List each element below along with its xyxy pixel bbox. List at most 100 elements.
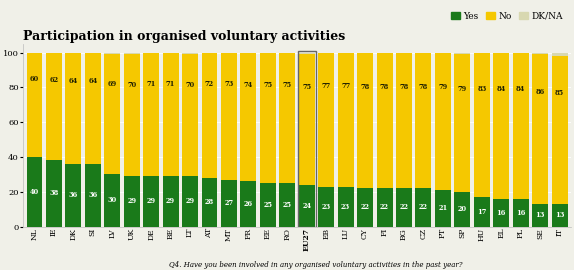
Bar — [297, 51, 316, 227]
Bar — [85, 53, 101, 164]
Text: 74: 74 — [244, 81, 253, 89]
Text: 70: 70 — [185, 81, 195, 89]
Bar — [201, 53, 218, 178]
Bar — [338, 53, 354, 187]
Bar — [455, 53, 470, 55]
Text: 71: 71 — [166, 80, 175, 87]
Bar — [221, 180, 237, 227]
Bar — [104, 174, 120, 227]
Bar — [455, 55, 470, 192]
Bar — [182, 53, 198, 55]
Bar — [162, 53, 179, 176]
Text: 13: 13 — [555, 211, 564, 219]
Text: 22: 22 — [419, 203, 428, 211]
Bar — [532, 53, 548, 55]
Text: 78: 78 — [380, 83, 389, 91]
Bar — [104, 55, 120, 174]
Text: 30: 30 — [108, 197, 117, 204]
Text: 70: 70 — [127, 81, 136, 89]
Text: 64: 64 — [69, 76, 78, 85]
Bar — [124, 55, 139, 176]
Text: 75: 75 — [302, 83, 311, 91]
Text: 78: 78 — [419, 83, 428, 91]
Text: 60: 60 — [30, 75, 39, 83]
Text: 17: 17 — [477, 208, 486, 216]
Bar — [416, 188, 432, 227]
Text: 29: 29 — [146, 197, 156, 205]
Bar — [318, 187, 334, 227]
Bar — [260, 53, 276, 183]
Bar — [65, 53, 82, 164]
Text: 75: 75 — [263, 81, 273, 89]
Bar — [474, 53, 490, 197]
Text: 40: 40 — [30, 188, 39, 196]
Bar — [26, 157, 42, 227]
Text: 22: 22 — [360, 203, 370, 211]
Bar — [280, 183, 295, 227]
Text: 75: 75 — [283, 81, 292, 89]
Bar — [377, 53, 393, 188]
Text: 79: 79 — [438, 83, 448, 91]
Text: Participation in organised voluntary activities: Participation in organised voluntary act… — [23, 30, 345, 43]
Bar — [162, 176, 179, 227]
Bar — [65, 164, 82, 227]
Text: 29: 29 — [185, 197, 195, 205]
Bar — [182, 176, 198, 227]
Bar — [338, 187, 354, 227]
Legend: Yes, No, DK/NA: Yes, No, DK/NA — [447, 8, 567, 25]
Text: 77: 77 — [321, 82, 331, 90]
Text: 25: 25 — [283, 201, 292, 209]
Text: 78: 78 — [360, 83, 370, 91]
Text: 83: 83 — [477, 85, 486, 93]
Text: 72: 72 — [205, 80, 214, 88]
Bar — [26, 53, 42, 157]
Bar — [552, 56, 568, 204]
Bar — [241, 181, 257, 227]
Text: 16: 16 — [497, 209, 506, 217]
Text: 84: 84 — [516, 85, 525, 93]
Bar — [124, 176, 139, 227]
Text: 38: 38 — [49, 190, 59, 197]
Text: 27: 27 — [224, 199, 234, 207]
Text: 36: 36 — [69, 191, 78, 199]
Text: 62: 62 — [49, 76, 59, 84]
Bar — [241, 53, 257, 181]
Bar — [396, 188, 412, 227]
Text: 73: 73 — [224, 80, 234, 88]
Text: 64: 64 — [88, 76, 98, 85]
Text: 71: 71 — [146, 80, 156, 87]
Text: 22: 22 — [400, 203, 409, 211]
Text: 69: 69 — [108, 80, 117, 88]
Text: 79: 79 — [457, 85, 467, 93]
Bar — [513, 53, 529, 199]
Text: 26: 26 — [244, 200, 253, 208]
Bar — [280, 53, 295, 183]
Bar — [396, 53, 412, 188]
Bar — [552, 204, 568, 227]
Bar — [474, 197, 490, 227]
Bar — [182, 55, 198, 176]
Bar — [318, 53, 334, 187]
Bar — [513, 199, 529, 227]
Bar — [532, 204, 548, 227]
Text: 84: 84 — [497, 85, 506, 93]
Bar — [46, 160, 62, 227]
Bar — [377, 188, 393, 227]
Text: 23: 23 — [321, 202, 331, 211]
Bar — [221, 53, 237, 180]
Bar — [260, 183, 276, 227]
Text: 78: 78 — [400, 83, 409, 91]
Text: 21: 21 — [438, 204, 448, 212]
Text: 85: 85 — [555, 89, 564, 97]
Bar — [299, 185, 315, 227]
Bar — [124, 53, 139, 55]
Text: 13: 13 — [536, 211, 545, 219]
Text: 16: 16 — [516, 209, 525, 217]
Text: 23: 23 — [341, 202, 350, 211]
Text: 25: 25 — [263, 201, 272, 209]
Bar — [143, 53, 159, 176]
Bar — [143, 176, 159, 227]
Text: 24: 24 — [302, 202, 311, 210]
Bar — [357, 53, 373, 188]
Bar — [357, 188, 373, 227]
